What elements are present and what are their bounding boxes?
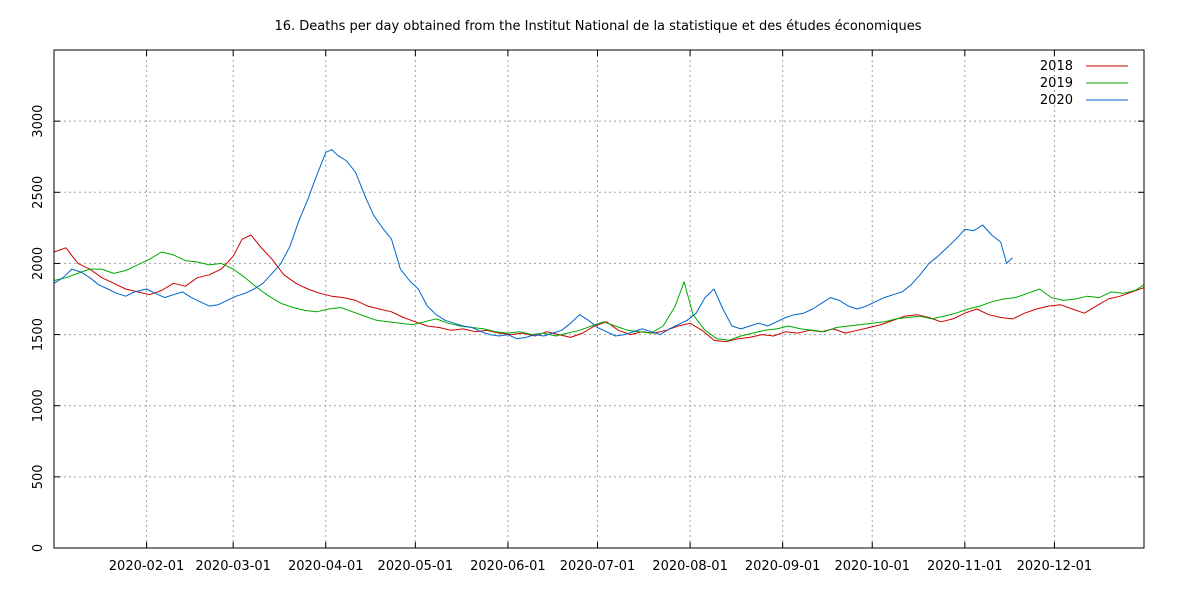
legend: 2018 2019 2020 xyxy=(1040,59,1128,108)
y-tick-label: 2500 xyxy=(31,176,46,209)
series-layer xyxy=(53,149,1145,343)
x-tick-label: 2020-10-01 xyxy=(834,559,910,574)
chart-title: 16. Deaths per day obtained from the Ins… xyxy=(274,19,921,34)
y-tick-label: 0 xyxy=(31,544,46,552)
x-tick-label: 2020-05-01 xyxy=(378,559,454,574)
y-tick-label: 2000 xyxy=(31,247,46,280)
y-tick-label: 1500 xyxy=(31,318,46,351)
legend-label-2018: 2018 xyxy=(1040,59,1073,74)
y-tick-label: 3000 xyxy=(31,105,46,138)
series-line-2019 xyxy=(53,251,1145,341)
y-tick-label: 500 xyxy=(31,464,46,489)
series-line-2020 xyxy=(53,149,1013,340)
series-line-2018 xyxy=(53,234,1145,343)
x-tick-label: 2020-08-01 xyxy=(652,559,728,574)
legend-label-2020: 2020 xyxy=(1040,93,1073,108)
plot-frame xyxy=(53,49,1145,549)
x-tick-label: 2020-07-01 xyxy=(560,559,636,574)
x-tick-label: 2020-02-01 xyxy=(109,559,185,574)
x-tick-label: 2020-06-01 xyxy=(470,559,546,574)
x-tick-label: 2020-09-01 xyxy=(745,559,821,574)
y-tick-label: 1000 xyxy=(31,389,46,422)
x-tick-label: 2020-11-01 xyxy=(927,559,1003,574)
x-tick-label: 2020-12-01 xyxy=(1017,559,1093,574)
axis-layer: 0 500 1000 1500 2000 2500 3000 2020-02-01 2020-0… xyxy=(31,50,1144,574)
grid-layer xyxy=(54,50,1144,548)
x-tick-label: 2020-03-01 xyxy=(195,559,271,574)
x-tick-label: 2020-04-01 xyxy=(288,559,364,574)
legend-label-2019: 2019 xyxy=(1040,76,1073,91)
